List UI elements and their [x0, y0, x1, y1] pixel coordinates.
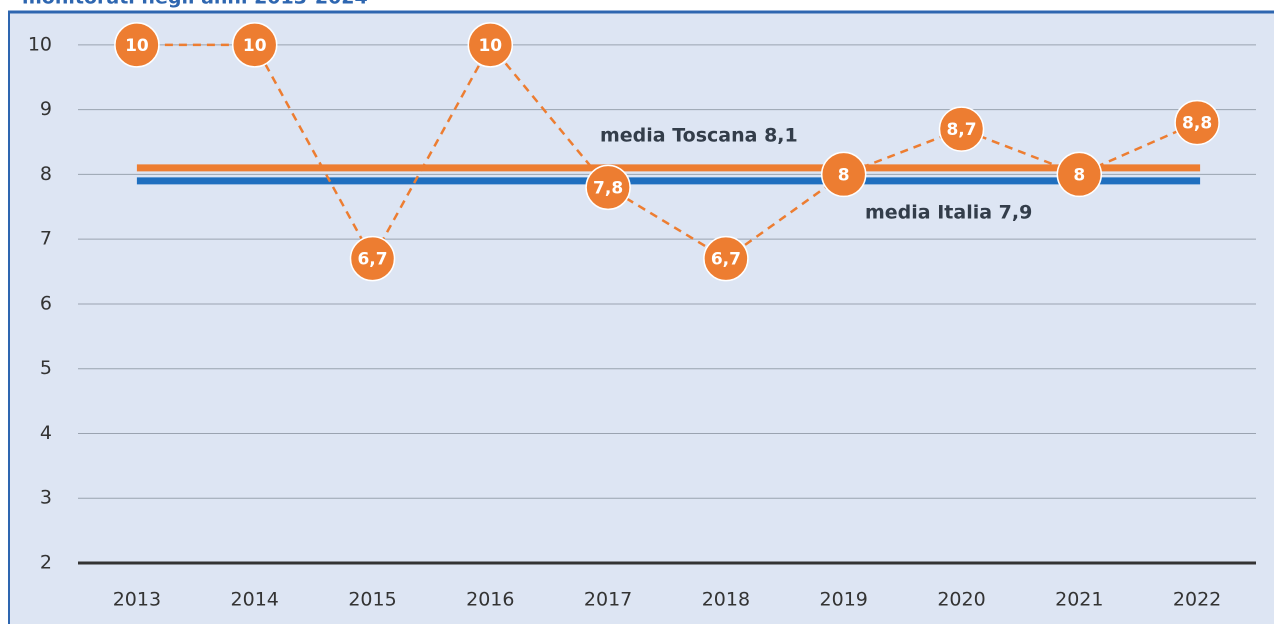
- data-label: 6,7: [357, 250, 387, 270]
- y-tick-label: 7: [40, 228, 52, 250]
- x-tick-label: 2021: [1055, 589, 1103, 611]
- reference-label: media Italia 7,9: [865, 201, 1032, 223]
- y-tick-label: 5: [40, 357, 52, 379]
- y-tick-label: 8: [40, 163, 52, 185]
- series-line: [136, 42, 1198, 262]
- data-label: 7,8: [593, 178, 623, 198]
- x-tick-label: 2013: [113, 589, 161, 611]
- y-tick-label: 3: [40, 487, 52, 509]
- data-label: 8: [1073, 165, 1085, 185]
- data-label: 10: [243, 36, 267, 56]
- data-label: 8: [838, 165, 850, 185]
- data-point: [938, 106, 985, 152]
- data-point: [114, 22, 160, 68]
- x-tick-label: 2022: [1173, 589, 1221, 611]
- data-point: [467, 22, 514, 68]
- y-tick-label: 2: [40, 552, 52, 574]
- y-tick-label: 4: [40, 422, 52, 444]
- data-label: 10: [478, 36, 502, 56]
- data-point: [1174, 99, 1220, 146]
- x-tick-label: 2016: [466, 589, 514, 611]
- data-point: [585, 164, 631, 211]
- data-point: [349, 235, 396, 282]
- reference-label: media Toscana 8,1: [600, 124, 798, 146]
- data-label: 8,8: [1182, 114, 1212, 134]
- data-label: 8,7: [946, 120, 976, 140]
- x-tick-label: 2014: [231, 589, 279, 611]
- data-point: [1056, 151, 1103, 198]
- data-label: 6,7: [711, 250, 741, 270]
- x-tick-label: 2019: [820, 589, 868, 611]
- chart-title: monitorati negli anni 2013-2024: [22, 0, 368, 9]
- x-tick-label: 2015: [348, 589, 396, 611]
- plot-background: [8, 12, 1274, 624]
- data-point: [820, 151, 867, 198]
- x-tick-label: 2017: [584, 589, 632, 611]
- y-tick-label: 9: [40, 98, 52, 120]
- data-point: [703, 235, 749, 282]
- data-point: [231, 22, 278, 68]
- x-tick-label: 2018: [702, 589, 750, 611]
- x-tick-label: 2020: [937, 589, 985, 611]
- data-label: 10: [125, 36, 149, 56]
- y-tick-label: 10: [28, 33, 52, 55]
- y-tick-label: 6: [40, 292, 52, 314]
